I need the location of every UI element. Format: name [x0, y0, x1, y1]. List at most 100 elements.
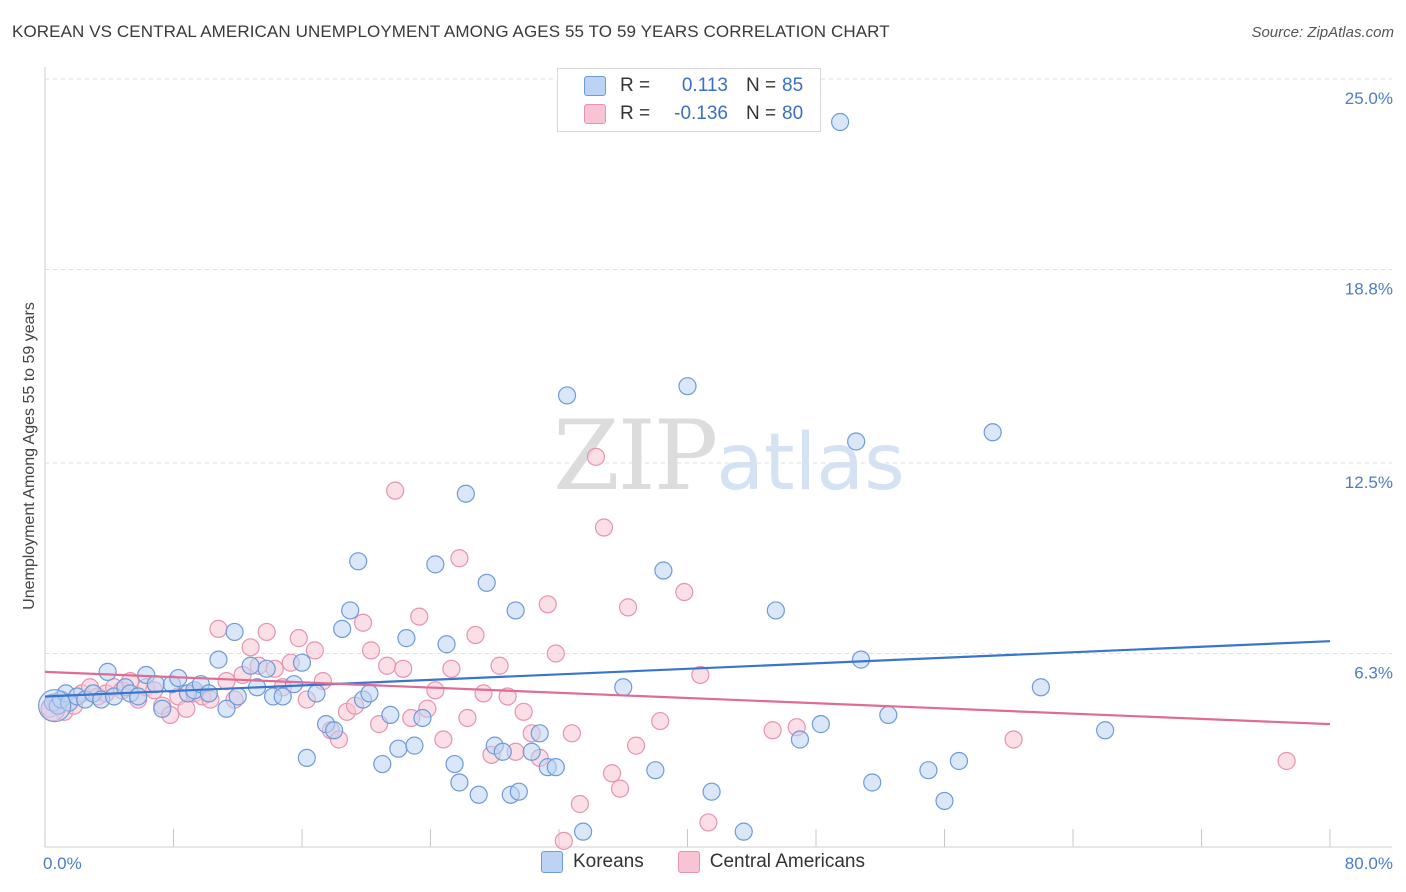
korean-point: [546, 758, 565, 777]
central-american-point: [546, 644, 565, 663]
central-american-point: [289, 629, 308, 648]
korean-r-value: 0.113: [681, 75, 728, 96]
korean-point: [646, 761, 665, 780]
korean-point: [509, 782, 528, 801]
y-tick-label: 18.8%: [1345, 279, 1393, 298]
y-tick-label: 25.0%: [1345, 89, 1393, 108]
central-american-point: [675, 582, 694, 602]
central-american-point: [257, 622, 276, 642]
koreans-label: Koreans: [572, 851, 644, 872]
korean-point: [360, 684, 379, 703]
central-r-value: -0.136: [674, 103, 728, 124]
central-r-label: R =: [620, 103, 651, 124]
series-legend: Koreans Central Americans: [0, 851, 1406, 873]
central-american-point: [490, 656, 509, 675]
korean-point: [257, 659, 276, 678]
watermark-zip: ZIP: [553, 400, 718, 512]
korean-point: [241, 656, 260, 675]
korean-n-label: N =: [746, 75, 777, 96]
korean-point: [437, 635, 456, 654]
legend-row-korean: R = 0.113 N = 85: [558, 73, 803, 99]
korean-point: [146, 675, 165, 694]
korean-point: [426, 555, 445, 574]
central-american-point: [618, 598, 638, 617]
korean-point: [573, 822, 593, 841]
korean-point: [919, 761, 938, 780]
central-american-point: [699, 813, 718, 832]
korean-point: [397, 629, 416, 648]
korean-point: [949, 751, 969, 771]
central-american-point: [217, 672, 236, 691]
korean-point: [199, 684, 218, 703]
korean-point: [522, 742, 541, 761]
central-american-point: [610, 779, 630, 798]
central-americans-swatch: [677, 851, 700, 873]
korean-point: [734, 822, 753, 841]
korean-point: [217, 699, 236, 718]
central-american-point: [498, 687, 517, 706]
korean-point: [413, 708, 432, 728]
central-american-point: [763, 721, 782, 740]
korean-point: [405, 736, 424, 755]
korean-point: [469, 785, 488, 804]
korean-point: [225, 622, 244, 642]
central-american-point: [691, 665, 710, 685]
central-american-point: [514, 702, 533, 721]
korean-point: [325, 721, 344, 740]
central-american-point: [651, 711, 670, 731]
central-n-value: 80: [782, 103, 804, 124]
korean-point: [863, 773, 882, 792]
korean-point: [493, 742, 512, 761]
x-tick-label: 80.0%: [1345, 854, 1393, 873]
central-american-point: [586, 447, 606, 466]
korean-point: [228, 687, 247, 706]
korean-point: [445, 754, 464, 774]
korean-point: [349, 552, 368, 571]
central-american-point: [602, 764, 622, 783]
korean-point: [292, 653, 312, 672]
central-american-trend-line: [44, 670, 1331, 726]
axes: [44, 67, 1392, 848]
koreans-swatch: [540, 851, 563, 873]
korean-point-cluster: [38, 689, 72, 723]
legend-item-koreans: Koreans: [540, 851, 644, 873]
korean-point: [654, 561, 673, 580]
central-american-point: [538, 595, 557, 614]
korean-point: [381, 705, 400, 725]
korean-point: [153, 699, 172, 718]
korean-point: [450, 773, 469, 792]
y-axis-label: Unemployment Among Ages 55 to 59 years: [21, 302, 38, 610]
korean-point: [284, 675, 304, 694]
central-american-point: [209, 619, 228, 638]
korean-point: [456, 484, 475, 503]
trend-lines: [44, 640, 1331, 726]
korean-point: [530, 724, 549, 743]
korean-swatch: [584, 76, 606, 96]
korean-point: [373, 754, 392, 774]
central-american-point: [450, 549, 469, 568]
korean-point: [678, 377, 697, 396]
central-american-point: [594, 518, 614, 537]
korean-point: [333, 619, 352, 638]
korean-point: [98, 662, 117, 681]
x-tick-label: 0.0%: [43, 854, 82, 873]
korean-point: [851, 650, 871, 669]
legend-item-central-americans: Central Americans: [677, 851, 865, 873]
central-american-point: [177, 699, 196, 718]
correlation-legend: R = 0.113 N = 85 R = -0.136 N = 80: [557, 68, 821, 132]
korean-point: [830, 112, 850, 132]
korean-point: [811, 715, 830, 734]
korean-point: [1031, 678, 1050, 697]
central-american-point: [305, 641, 324, 660]
korean-point: [477, 573, 496, 592]
central-n-label: N =: [746, 103, 777, 124]
central-american-point: [442, 659, 461, 678]
central-american-point: [378, 656, 397, 675]
central-american-point: [353, 613, 373, 632]
korean-point: [129, 687, 148, 706]
central-american-point: [386, 481, 405, 500]
legend-row-central: R = -0.136 N = 80: [558, 101, 803, 127]
central-american-point: [241, 638, 260, 657]
korean-point: [847, 432, 866, 451]
